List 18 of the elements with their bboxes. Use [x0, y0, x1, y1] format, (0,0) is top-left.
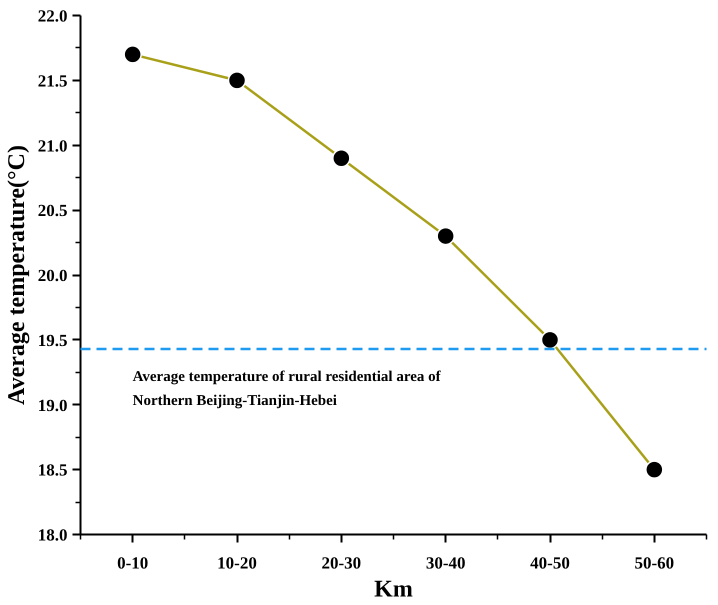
y-tick-label: 18.5: [38, 460, 68, 480]
y-tick-label: 22.0: [38, 6, 68, 26]
y-tick-label: 18.0: [38, 526, 68, 544]
x-axis-title: Km: [374, 576, 413, 602]
y-tick-label: 20.5: [38, 201, 68, 220]
y-tick-label: 21.5: [38, 71, 68, 90]
x-tick-label: 10-20: [217, 554, 257, 572]
x-tick-label: 50-60: [634, 554, 674, 572]
y-tick-label: 19.0: [38, 396, 68, 415]
x-tick-label: 40-50: [530, 554, 570, 572]
ref-line-label: Average temperature of rural residential area of Northern Beijing-Tianjin-Hebei: [132, 368, 442, 409]
y-tick-label: 19.5: [38, 330, 68, 350]
y-axis-title: Average temperature(°C): [4, 145, 30, 405]
y-tick-label: 20.0: [38, 266, 68, 285]
x-tick-label: 30-40: [426, 554, 466, 572]
x-tick-label: 20-30: [322, 554, 362, 572]
x-tick-label: 0-10: [117, 554, 148, 572]
y-tick-label: 21.0: [38, 136, 68, 156]
